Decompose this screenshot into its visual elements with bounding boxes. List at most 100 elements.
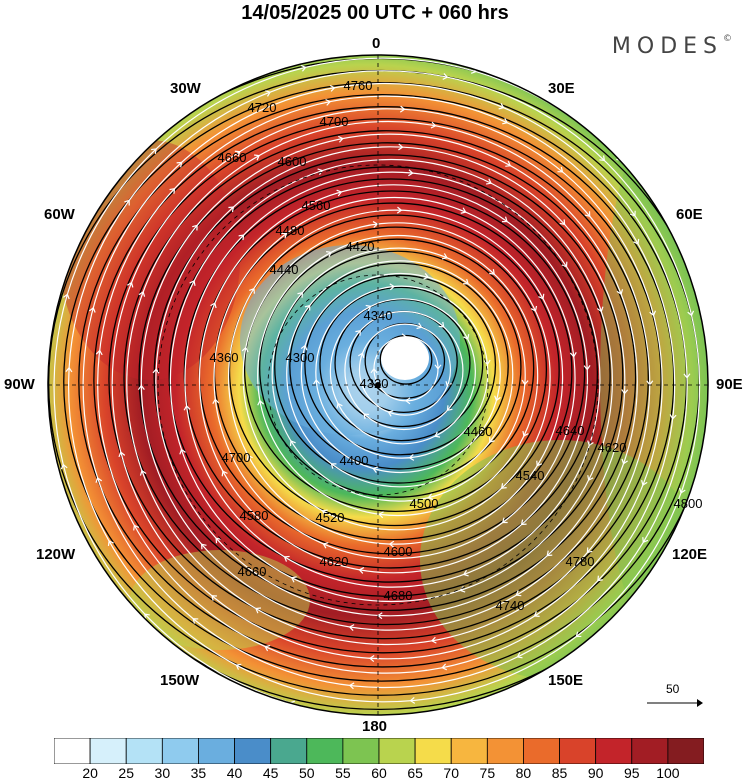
streamline-arrow (538, 293, 545, 300)
contour-label: 4340 (364, 308, 393, 323)
streamline-arrow (621, 389, 629, 395)
streamline-arrow (520, 519, 527, 526)
colorbar-tick-label: 80 (515, 765, 532, 781)
colorbar-tick-label: 45 (262, 765, 279, 781)
streamline (344, 310, 464, 431)
contour-label: 4680 (384, 588, 413, 603)
streamline-arrow (369, 655, 375, 662)
height-contour (228, 214, 560, 527)
streamline-arrow (501, 517, 508, 524)
streamline-arrow (255, 607, 262, 614)
contour-label: 4780 (566, 554, 595, 569)
lon-label-30w: 30W (170, 80, 201, 97)
streamline-arrow (235, 663, 242, 670)
streamline-arrow (133, 524, 140, 531)
height-contour (334, 298, 471, 428)
height-contour (379, 334, 433, 385)
streamline (111, 108, 663, 660)
streamline-arrow (434, 431, 441, 438)
streamline-arrow (405, 397, 411, 405)
contour-labels: 4760 4720 4700 4660 4600 4560 4480 4440 4420 4340… (210, 78, 703, 613)
colorbar-swatch (559, 738, 597, 764)
streamline-arrow (502, 118, 509, 125)
streamline-arrow (246, 454, 253, 461)
streamline-arrow (183, 404, 191, 411)
streamline-arrow (387, 410, 394, 417)
streamline-arrow (65, 366, 73, 373)
streamline-arrow (569, 351, 577, 358)
map-border (47, 54, 709, 716)
streamline (169, 158, 613, 603)
streamline-arrow (249, 287, 255, 294)
streamline-arrow (430, 636, 437, 644)
streamline-arrow (378, 511, 384, 519)
contour-label: 4600 (384, 544, 413, 559)
streamline-arrow (200, 543, 207, 550)
contour-label: 4560 (302, 198, 331, 213)
streamline-arrow (434, 364, 442, 370)
height-contour (259, 238, 535, 498)
streamline-arrow (63, 293, 70, 300)
streamline-arrow (423, 272, 430, 280)
streamline-arrow (621, 458, 629, 465)
streamline-arrow (500, 483, 507, 489)
streamline (67, 70, 701, 703)
colorbar (54, 738, 704, 764)
contour-label: 4300 (286, 350, 315, 365)
streamline (315, 285, 489, 459)
streamline-arrow (599, 155, 606, 162)
streamline-arrow (370, 367, 378, 374)
streamline-arrow (575, 631, 582, 638)
lon-label-90e: 90E (716, 376, 743, 393)
north-pole-marker (375, 382, 381, 388)
lon-label-0: 0 (372, 35, 381, 52)
height-contour (319, 286, 484, 442)
streamline-arrow (348, 624, 355, 631)
streamline-arrow (338, 135, 344, 143)
streamline-arrow (516, 652, 523, 659)
streamline-arrow (330, 463, 337, 469)
streamline-arrow (95, 349, 103, 356)
streamline-arrow (95, 477, 103, 483)
contour-label: 4520 (316, 510, 345, 525)
streamline-arrow (176, 161, 183, 168)
streamline-arrow (641, 480, 648, 486)
colorbar-tick-label: 75 (479, 765, 496, 781)
streamline-arrow (649, 310, 657, 317)
streamline (227, 209, 564, 545)
contour-label: 4620 (320, 554, 349, 569)
streamline-arrow (221, 470, 228, 477)
streamline-arrow (460, 207, 467, 214)
streamline-arrow (60, 463, 68, 470)
lon-label-120e: 120E (672, 546, 708, 563)
streamline-arrow (441, 663, 448, 671)
colorbar-tick-label: 50 (298, 765, 315, 781)
streamline-arrow (290, 576, 297, 583)
streamline-arrow (137, 384, 145, 391)
contour-label: 4320 (360, 376, 389, 391)
streamline-arrow (557, 166, 564, 173)
height-contour (274, 250, 522, 484)
streamline-arrow (241, 346, 249, 353)
streamline-arrow (586, 547, 593, 554)
contour-label: 4760 (344, 78, 373, 93)
streamline-arrow (336, 189, 343, 197)
colorbar-tick-label: 85 (551, 765, 568, 781)
colorbar-tick-label: 55 (335, 765, 351, 781)
streamline (329, 298, 476, 445)
streamline-arrow (372, 466, 379, 473)
streamline-arrow (408, 453, 415, 461)
streamline-arrow (363, 413, 370, 420)
streamline (82, 82, 688, 689)
colorbar-swatch (342, 738, 380, 764)
streamline-arrow (88, 306, 96, 313)
streamline-arrow (264, 644, 271, 652)
streamline-arrow (317, 168, 324, 175)
streamline-arrow (633, 238, 640, 245)
colorbar-swatch (523, 738, 560, 764)
streamline-arrow (463, 334, 470, 340)
lon-label-150w: 150W (160, 672, 200, 689)
streamline (271, 247, 526, 502)
colorbar-swatch (378, 738, 416, 764)
streamline-arrow (138, 290, 146, 297)
